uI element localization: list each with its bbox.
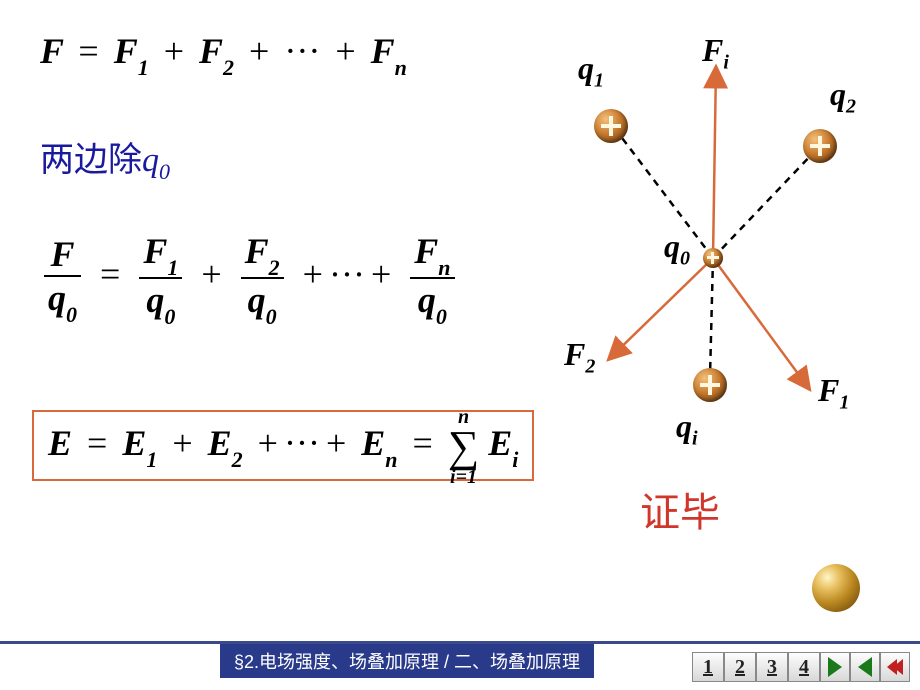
label-F2: F2 <box>564 336 595 378</box>
gold-sphere-icon <box>812 564 860 612</box>
label-qi: qi <box>676 408 698 450</box>
page-3-button[interactable]: 3 <box>756 652 788 682</box>
first-button[interactable] <box>880 652 910 682</box>
prev-button[interactable] <box>850 652 880 682</box>
charge-q0 <box>703 248 723 268</box>
label-q1: q1 <box>578 50 604 92</box>
label-F1: F1 <box>818 372 849 414</box>
label-q2: q2 <box>830 76 856 118</box>
page-2-button[interactable]: 2 <box>724 652 756 682</box>
frac-F-q0: F q0 <box>44 233 81 324</box>
charge-q1 <box>594 109 628 143</box>
equation-force-sum: F = F1 + F2 + ··· + Fn <box>40 30 407 77</box>
label-q0: q0 <box>664 228 690 270</box>
page-4-button[interactable]: 4 <box>788 652 820 682</box>
label-Fi: Fi <box>702 32 729 74</box>
footer-title: §2.电场强度、场叠加原理 / 二、场叠加原理 <box>220 644 594 678</box>
page-1-button[interactable]: 1 <box>692 652 724 682</box>
sigma-sum: n ∑ i=1 <box>448 425 479 469</box>
charge-q2 <box>803 129 837 163</box>
charge-qi <box>693 368 727 402</box>
next-button[interactable] <box>820 652 850 682</box>
frac-F2-q0: F2 q0 <box>241 230 284 326</box>
qed-label: 证毕 <box>640 480 720 538</box>
frac-F1-q0: F1 q0 <box>139 230 182 326</box>
force-diagram: q1 q2 qi q0 Fi F2 F1 <box>550 30 890 450</box>
frac-Fn-q0: Fn q0 <box>410 230 454 326</box>
slide: F = F1 + F2 + ··· + Fn 两边除q0 F q0 = F1 q… <box>0 0 920 690</box>
equation-E-sum: E = E1 + E2 +···+ En = n ∑ i=1 Ei <box>48 422 518 469</box>
equation-E-box: E = E1 + E2 +···+ En = n ∑ i=1 Ei <box>32 410 534 481</box>
note-divide-q0: 两边除q0 <box>40 132 170 185</box>
equation-fractions: F q0 = F1 q0 + F2 q0 +···+ Fn q0 <box>40 230 459 326</box>
pager: 1 2 3 4 <box>692 652 910 682</box>
